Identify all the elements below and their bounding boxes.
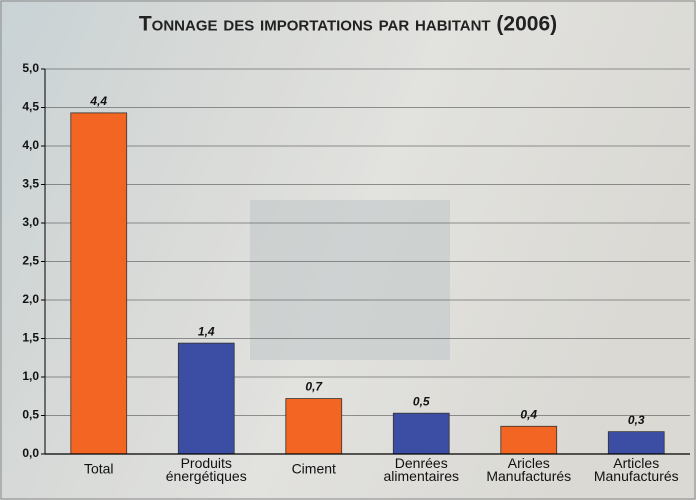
y-tick-label: 3,5	[22, 177, 39, 191]
value-label: 0,3	[628, 413, 645, 427]
value-label: 4,4	[89, 94, 107, 108]
y-tick-label: 5,0	[22, 61, 39, 75]
y-tick-label: 2,0	[22, 292, 39, 306]
chart: Tonnage des importations par habitant (2…	[0, 0, 696, 500]
y-tick-label: 1,5	[22, 331, 39, 345]
y-tick-label: 2,5	[22, 254, 39, 268]
bar	[286, 399, 342, 454]
x-tick-label: Ciment	[292, 461, 336, 477]
bar	[393, 413, 449, 454]
bar	[608, 432, 664, 454]
y-tick-label: 4,0	[22, 138, 39, 152]
value-label: 0,5	[413, 394, 430, 408]
value-label: 1,4	[198, 324, 215, 338]
y-tick-label: 0,5	[22, 408, 39, 422]
bar	[178, 343, 234, 454]
bar	[501, 426, 557, 454]
bar	[71, 113, 127, 454]
chart-title: Tonnage des importations par habitant (2…	[139, 13, 557, 36]
y-tick-label: 0,0	[22, 446, 39, 460]
y-tick-label: 4,5	[22, 100, 39, 114]
x-tick-label: Total	[84, 461, 114, 477]
value-label: 0,4	[520, 407, 537, 421]
y-tick-label: 3,0	[22, 215, 39, 229]
y-tick-label: 1,0	[22, 369, 39, 383]
value-label: 0,7	[305, 380, 323, 394]
